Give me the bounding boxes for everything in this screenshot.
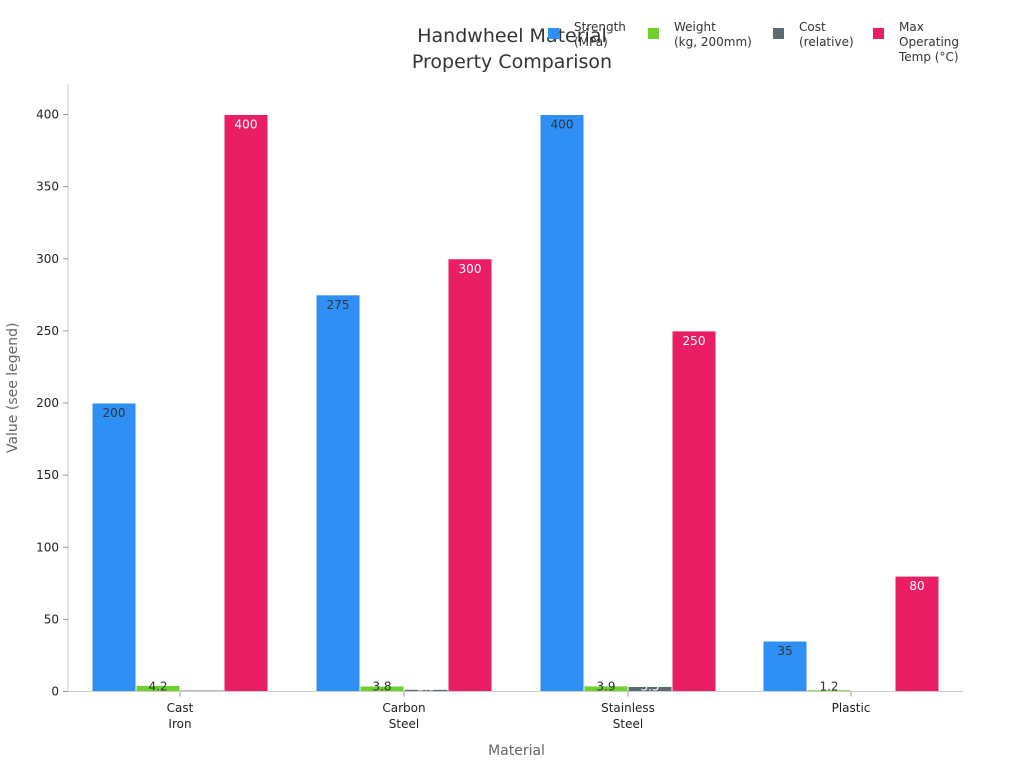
data-label: 275 xyxy=(327,298,350,312)
data-label: 3.9 xyxy=(596,680,615,694)
legend-item: Strength (MPa) xyxy=(548,20,626,49)
bar xyxy=(539,114,585,692)
legend-swatch xyxy=(548,28,559,39)
y-tick-label: 0 xyxy=(51,685,59,699)
bar xyxy=(447,258,493,692)
legend-label: Cost (relative) xyxy=(799,20,854,49)
plot-area: 200 275 400 35 4.2 3.8 3.9 1.2 1 1.5 3.5 0.5 400 300 2… xyxy=(91,114,940,694)
y-tick-label: 400 xyxy=(36,108,59,122)
bar xyxy=(315,294,361,692)
data-label: 200 xyxy=(103,406,126,420)
y-tick-label: 250 xyxy=(36,324,59,338)
bar xyxy=(223,114,269,692)
data-label: 4.2 xyxy=(148,680,167,694)
y-tick-label: 200 xyxy=(36,396,59,410)
y-tick-label: 350 xyxy=(36,180,59,194)
data-label: 400 xyxy=(235,118,258,132)
y-tick-label: 50 xyxy=(44,612,59,626)
legend-label: Max Operating Temp (°C) xyxy=(898,20,959,64)
legend-label: Weight (kg, 200mm) xyxy=(674,20,752,49)
legend-swatch xyxy=(873,28,884,39)
legend-item: Max Operating Temp (°C) xyxy=(873,20,959,64)
data-label: 3.5 xyxy=(640,680,659,694)
x-tick-label: Stainless Steel xyxy=(601,701,655,731)
data-label: 1.5 xyxy=(416,680,435,694)
x-tick-label: Cast Iron xyxy=(167,701,194,731)
y-tick-label: 300 xyxy=(36,252,59,266)
x-tick-label: Plastic xyxy=(832,701,871,715)
y-tick-label: 150 xyxy=(36,468,59,482)
data-label: 3.8 xyxy=(372,680,391,694)
legend-item: Weight (kg, 200mm) xyxy=(648,20,752,49)
y-tick-label: 100 xyxy=(36,540,59,554)
x-tick-label: Carbon Steel xyxy=(382,701,425,731)
chart-title: Handwheel Material Property Comparison xyxy=(412,25,612,73)
bar xyxy=(894,575,940,692)
x-axis: Cast Iron Carbon Steel Stainless Steel Plastic xyxy=(68,691,963,731)
bar xyxy=(671,330,717,692)
y-axis-title: Value (see legend) xyxy=(5,322,21,453)
x-axis-title: Material xyxy=(488,743,545,759)
legend: Strength (MPa) Weight (kg, 200mm) Cost (relat… xyxy=(548,20,959,64)
data-label: 0.5 xyxy=(863,680,882,694)
legend-label: Strength (MPa) xyxy=(574,20,626,49)
bar xyxy=(91,402,137,692)
data-label: 1 xyxy=(198,680,206,694)
data-label: 250 xyxy=(683,334,706,348)
data-label: 400 xyxy=(551,118,574,132)
data-label: 1.2 xyxy=(819,680,838,694)
y-axis: 0 50 100 150 200 250 300 350 400 xyxy=(36,84,69,699)
legend-item: Cost (relative) xyxy=(773,20,854,49)
data-label: 300 xyxy=(459,262,482,276)
data-label: 35 xyxy=(777,644,792,658)
legend-swatch xyxy=(648,28,659,39)
legend-swatch xyxy=(773,28,784,39)
bar xyxy=(762,640,808,693)
data-label: 80 xyxy=(909,579,924,593)
